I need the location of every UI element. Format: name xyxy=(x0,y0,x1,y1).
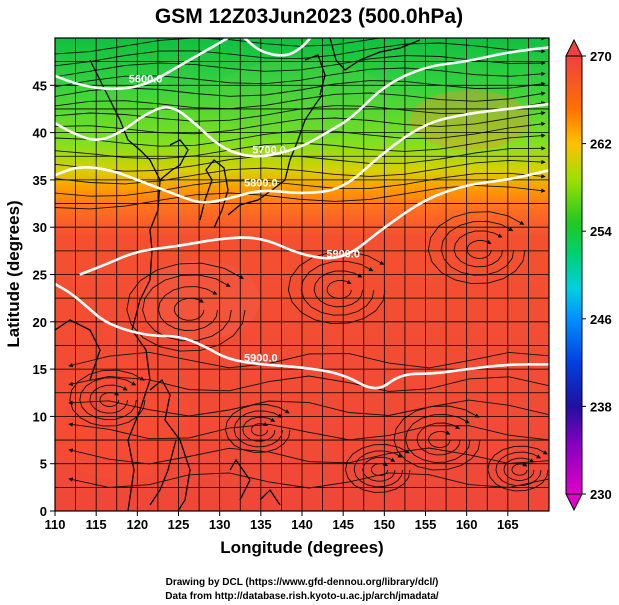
colorbar-tick-label: 238 xyxy=(590,399,612,414)
streamline xyxy=(233,410,283,448)
x-tick-label: 135 xyxy=(250,517,272,532)
x-tick-label: 125 xyxy=(168,517,190,532)
colorbar-tick-label: 262 xyxy=(590,137,612,152)
streamline xyxy=(69,369,146,427)
streamline xyxy=(353,450,403,488)
y-axis-label: Latitude (degrees) xyxy=(4,200,23,347)
lat-lon-grid xyxy=(55,38,549,511)
cool-patch xyxy=(210,60,390,140)
streamline xyxy=(313,270,363,308)
streamline xyxy=(225,404,291,453)
colorbar-ticks: 270 262 254 246 238 230 xyxy=(582,49,612,502)
streamline xyxy=(250,421,268,437)
streamline xyxy=(55,184,546,210)
wind-streamlines xyxy=(55,38,549,493)
streamline xyxy=(405,414,471,463)
x-tick-label: 165 xyxy=(497,517,519,532)
y-tick-label: 0 xyxy=(40,504,47,519)
streamline xyxy=(55,42,546,67)
x-tick-label: 140 xyxy=(291,517,313,532)
colorbar-tick-label: 270 xyxy=(590,49,612,64)
x-tick-label: 120 xyxy=(126,517,148,532)
streamline xyxy=(55,133,546,160)
x-axis-label: Longitude (degrees) xyxy=(220,538,383,557)
streamline xyxy=(55,67,546,88)
streamline xyxy=(79,377,137,421)
y-axis-ticks: 0 5 10 15 20 25 30 35 40 45 xyxy=(33,78,55,519)
streamline xyxy=(55,172,546,197)
streamline xyxy=(126,262,246,352)
streamline xyxy=(242,416,276,442)
streamline xyxy=(453,230,503,268)
y-tick-label: 20 xyxy=(33,315,47,330)
streamline xyxy=(300,260,375,316)
contour-line xyxy=(243,38,312,57)
streamline xyxy=(55,101,546,122)
streamline xyxy=(55,38,546,55)
streamline xyxy=(55,55,546,78)
streamline xyxy=(157,286,218,331)
y-tick-label: 10 xyxy=(33,409,47,424)
contour-line xyxy=(55,282,549,390)
x-tick-label: 155 xyxy=(415,517,437,532)
coastlines xyxy=(55,38,421,511)
x-axis-ticks: 110 115 120 125 130 135 140 145 150 155 160 165 xyxy=(45,511,519,532)
x-tick-label: 115 xyxy=(86,517,107,532)
contour-line xyxy=(55,102,549,204)
streamline xyxy=(142,274,232,342)
warm-patch xyxy=(410,90,530,150)
y-tick-label: 25 xyxy=(33,268,47,283)
x-tick-label: 150 xyxy=(373,517,395,532)
y-tick-label: 5 xyxy=(40,457,47,472)
y-tick-label: 30 xyxy=(33,220,47,235)
contour-line xyxy=(55,46,549,158)
contour-label: 5800.0 xyxy=(244,177,278,189)
colorbar-bottom-arrow xyxy=(565,493,583,512)
warm-patch xyxy=(55,360,190,480)
contour-label: 5700.0 xyxy=(252,144,286,156)
streamline xyxy=(68,472,549,489)
colorbar-gradient xyxy=(565,55,583,495)
credit-data: Data from http://database.rish.kyoto-u.a… xyxy=(165,591,439,602)
streamline xyxy=(326,279,352,299)
streamline xyxy=(68,422,549,441)
streamline xyxy=(287,251,386,325)
y-tick-label: 45 xyxy=(33,78,47,93)
colorbar-top-arrow xyxy=(565,38,583,57)
contour-label: 5600.0 xyxy=(129,73,163,85)
contour-label: 5900.0 xyxy=(244,352,278,364)
streamline xyxy=(487,445,549,492)
credit-drawing: Drawing by DCL (https://www.gfd-dennou.o… xyxy=(166,577,439,588)
colorbar-tick-label: 246 xyxy=(590,312,612,327)
streamline xyxy=(440,220,515,276)
contour-label: 5900.0 xyxy=(326,248,360,260)
streamline xyxy=(68,399,549,417)
streamline xyxy=(393,405,481,471)
y-tick-label: 40 xyxy=(33,126,47,141)
streamline xyxy=(89,384,128,414)
streamline xyxy=(55,110,546,135)
streamline xyxy=(68,375,549,392)
streamline xyxy=(68,351,549,369)
x-tick-label: 160 xyxy=(456,517,478,532)
x-tick-label: 145 xyxy=(332,517,354,532)
streamline xyxy=(68,447,549,465)
streamline xyxy=(55,159,546,185)
streamline xyxy=(55,91,546,110)
map-title: GSM 12Z03Jun2023 (500.0hPa) xyxy=(155,5,463,28)
plot-area: 5900.0 5900.0 5800.0 5700.0 5600.0 xyxy=(54,37,550,512)
geopotential-contours: 5900.0 5900.0 5800.0 5700.0 5600.0 xyxy=(55,38,549,390)
contour-line xyxy=(55,38,229,91)
colorbar: 270 262 254 246 238 230 xyxy=(565,38,612,512)
y-tick-label: 15 xyxy=(33,362,47,377)
y-tick-label: 35 xyxy=(33,173,47,188)
x-tick-label: 110 xyxy=(45,517,66,532)
contour-line xyxy=(79,169,549,276)
colorbar-tick-label: 230 xyxy=(590,487,612,502)
x-tick-label: 130 xyxy=(209,517,231,532)
colorbar-tick-label: 254 xyxy=(590,224,612,239)
